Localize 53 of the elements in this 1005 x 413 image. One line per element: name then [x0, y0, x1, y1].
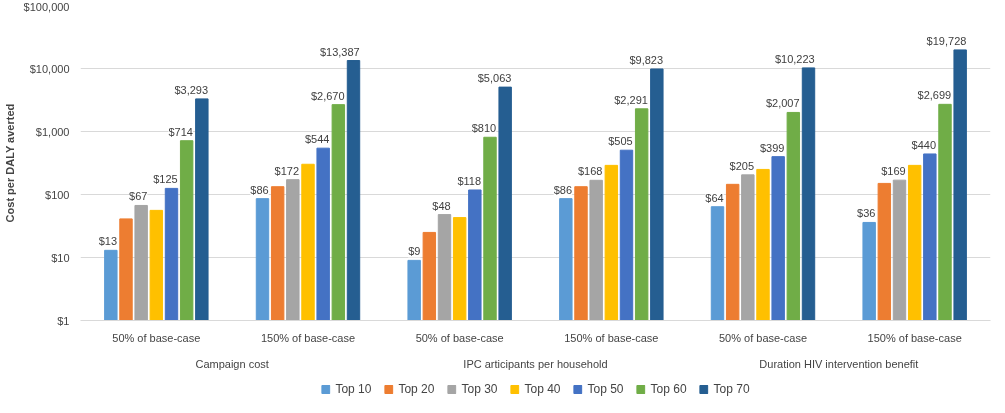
- data-label: $399: [759, 141, 785, 154]
- data-label: $5,063: [477, 72, 512, 85]
- data-label: $3,293: [174, 83, 209, 96]
- legend-label: Top 40: [524, 382, 561, 396]
- data-label: $13: [98, 235, 118, 248]
- data-label: $13,387: [319, 45, 360, 58]
- legend-label: Top 30: [461, 382, 498, 396]
- x-tick-label: 50% of base-case: [415, 331, 504, 344]
- data-label: $205: [729, 159, 755, 172]
- data-label: $810: [471, 122, 497, 135]
- data-label: $9: [408, 245, 421, 258]
- legend-label: Top 70: [713, 382, 750, 396]
- y-tick-label: $100: [45, 188, 70, 201]
- text: Campaign cost: [195, 357, 269, 370]
- data-label: $86: [553, 183, 573, 196]
- y-axis-title: Cost per DALY averted: [3, 103, 16, 223]
- legend-label: Top 20: [398, 382, 435, 396]
- data-label: $64: [705, 191, 724, 204]
- data-label: $2,291: [614, 93, 648, 106]
- data-label: $172: [274, 164, 300, 177]
- x-tick-label: 50% of base-case: [112, 331, 201, 344]
- y-tick-label: $10: [51, 251, 70, 264]
- data-label: $169: [881, 165, 906, 178]
- y-tick-label: $1,000: [35, 125, 70, 138]
- legend-label: Top 50: [587, 382, 624, 396]
- x-tick-label: 150% of base-case: [260, 331, 356, 344]
- data-label: $544: [304, 133, 330, 146]
- legend-label: Top 10: [335, 382, 372, 396]
- y-tick-label: $1: [57, 314, 70, 327]
- data-label: $10,223: [774, 52, 815, 65]
- y-tick-label: $100,000: [23, 0, 70, 13]
- data-label: $67: [129, 190, 148, 203]
- data-label: $86: [250, 183, 269, 196]
- data-label: $505: [608, 135, 633, 148]
- data-label: $19,728: [926, 34, 967, 47]
- data-label: $125: [153, 173, 178, 186]
- data-label: $168: [577, 165, 603, 178]
- data-label: $440: [911, 138, 937, 151]
- text: IPC articipants per household: [463, 357, 608, 370]
- data-label: $2,699: [917, 89, 952, 102]
- data-label: $2,007: [765, 97, 800, 110]
- x-tick-label: 150% of base-case: [564, 331, 659, 344]
- data-label: $48: [432, 199, 451, 212]
- data-label: $118: [457, 174, 482, 187]
- text: Duration HIV intervention benefit: [759, 357, 919, 370]
- y-tick-label: $10,000: [29, 62, 70, 75]
- data-label: $36: [857, 207, 876, 220]
- data-label: $9,823: [629, 53, 664, 66]
- x-tick-label: 150% of base-case: [867, 331, 962, 344]
- data-label: $2,670: [310, 89, 345, 102]
- legend-label: Top 60: [650, 382, 687, 396]
- x-tick-label: 50% of base-case: [718, 331, 808, 344]
- data-label: $714: [168, 125, 193, 138]
